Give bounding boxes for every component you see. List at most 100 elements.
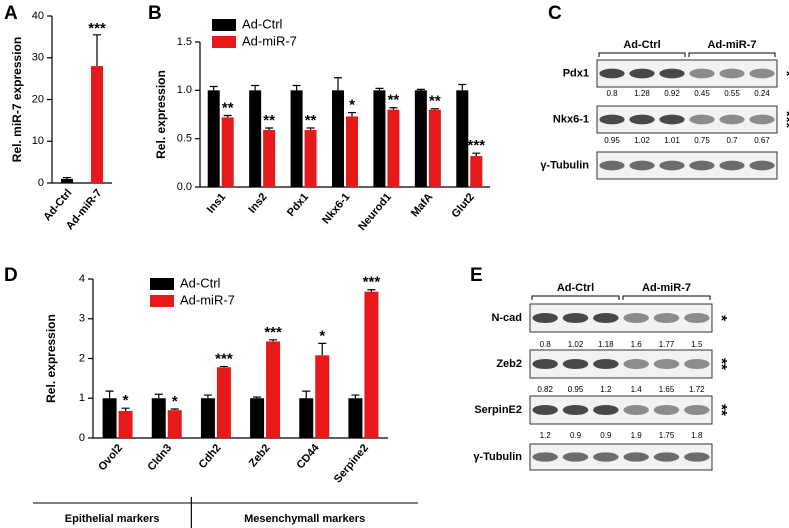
bar [207,90,220,187]
error-bar [203,394,212,399]
blot-frame [596,151,778,180]
x-tick-label: Nkx6-1 [320,191,352,226]
blot-band [653,358,680,370]
bar [348,398,363,438]
legend-swatch [150,295,174,307]
blot-band [659,160,685,171]
error-bar [334,77,342,91]
row-label: Pdx1 [563,67,589,79]
blot-band [562,312,589,324]
y-tick-label: 4 [79,273,85,285]
x-tick-label: Ins2 [246,191,269,216]
row-label: γ-Tubulin [540,159,589,171]
significance: *** [363,274,381,291]
bar [299,398,314,438]
bar [373,90,386,187]
blot-band [629,160,655,171]
significance: ** [305,112,317,129]
bar [91,66,103,183]
significance: * [349,97,355,114]
quantification: 1.5 [691,340,703,349]
blot-band [689,114,715,125]
blot-band [719,160,745,171]
blot-band [532,452,558,462]
error-bar [351,394,360,399]
blot-band [749,68,775,79]
x-tick-label: Ins1 [205,191,228,216]
quantification: 1.6 [631,340,643,349]
x-tick-label: MafA [409,191,436,219]
error-bar [154,393,163,399]
blot-band [562,452,589,462]
x-tick-label: Ovol2 [96,442,125,473]
legend-swatch [150,278,174,290]
y-tick-label: 20 [32,93,44,105]
legend-label: Ad-Ctrl [242,16,283,31]
blot-frame [529,349,713,379]
bar [167,410,182,438]
y-tick-label: 0.5 [177,133,192,145]
bar [266,341,281,438]
x-tick-label: Neurod1 [356,191,394,233]
significance: ** [713,358,730,370]
blot-band [653,404,680,416]
blot-band [719,114,745,125]
error-bar [93,34,101,67]
group-bracket [688,52,776,57]
blot-band [599,114,625,125]
blot-band [749,160,775,171]
bar [61,178,73,183]
blot-band [593,452,619,462]
blot-frame [529,303,713,333]
bar [364,291,379,438]
group-label: Epithelial markers [65,513,160,525]
group-bracket [598,52,686,57]
blot-band [562,404,589,416]
error-bar [251,84,260,91]
x-tick-label: Cdh2 [197,442,224,471]
significance: * [778,71,789,77]
legend-label: Ad-miR-7 [242,33,297,48]
blot-band [599,68,625,79]
bar [263,129,276,187]
blot-band [653,452,680,462]
error-bar [253,396,262,399]
legend-label: Ad-Ctrl [180,275,221,290]
error-bar [170,408,179,411]
quantification: 1.28 [634,89,650,98]
bar [151,398,166,438]
y-tick-label: 0.0 [177,181,192,193]
bar [216,367,231,438]
error-bar [219,365,228,368]
quantification: 1.02 [634,136,650,145]
significance: * [172,393,178,410]
quantification: 1.65 [659,385,675,394]
bar [428,109,441,187]
y-tick-label: 1.0 [177,84,192,96]
y-tick-label: 2 [79,352,85,364]
group-header: Ad-miR-7 [642,282,691,294]
significance: ** [713,404,730,416]
error-bar [292,84,301,91]
x-tick-label: Cldn3 [145,442,174,473]
blot-band [684,358,710,370]
blot-band [749,114,775,125]
blot-band [593,358,619,370]
error-bar [318,342,327,356]
blot-band [689,68,715,79]
quantification: 1.02 [568,340,584,349]
significance: *** [264,324,282,341]
row-label: Zeb2 [496,358,522,370]
error-bar [416,88,425,91]
quantification: 1.2 [600,385,612,394]
group-label: Mesenchymall markers [244,513,365,525]
blot-band [659,114,685,125]
error-bar [63,176,71,179]
group-header: Ad-miR-7 [708,39,757,51]
error-bar [367,289,376,292]
group-header: Ad-Ctrl [623,39,660,51]
error-bar [121,407,130,411]
y-axis-label: Rel. expression [154,70,168,159]
blot-band [623,312,649,324]
blot-band [629,114,655,125]
